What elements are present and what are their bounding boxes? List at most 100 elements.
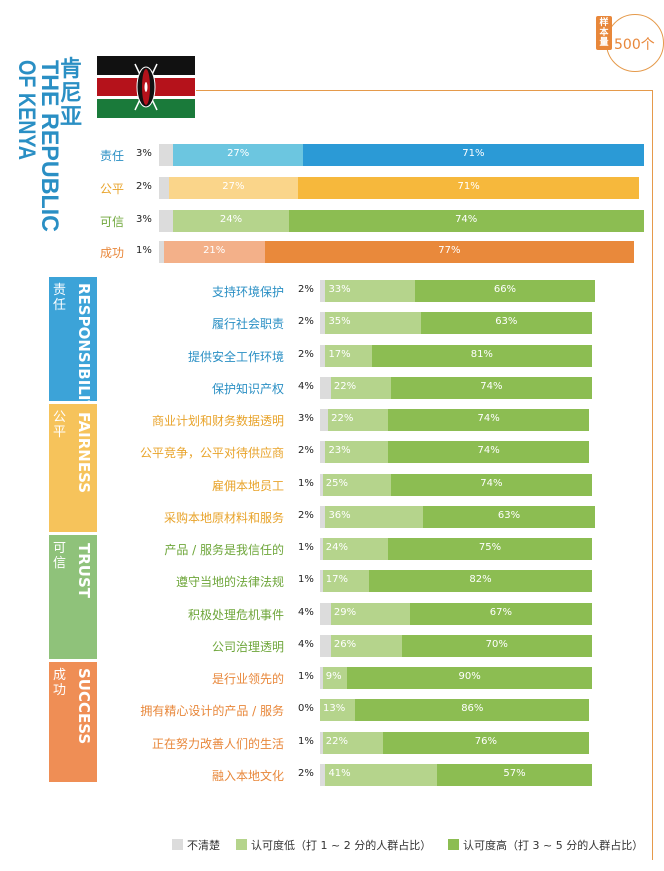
summary-bar-high-0 (303, 144, 644, 166)
detail-bar-unclear-0 (320, 280, 326, 302)
detail-bar-unclear-5 (320, 441, 326, 463)
legend-low: 认可度低（打 1 ~ 2 分的人群占比） (236, 837, 431, 853)
detail-bar-low-10 (330, 603, 410, 625)
country-title-en-line1: THE REPUBLIC (36, 60, 62, 232)
category-en-fairness: FAIRNESS (75, 412, 93, 493)
detail-pct-high-5: 74% (477, 445, 500, 456)
detail-pct-low-10: 29% (333, 607, 357, 618)
detail-label-5: 公平竞争，公平对待供应商 (139, 446, 284, 460)
summary-unclear-pct-1: 2% (136, 181, 152, 192)
detail-pct-high-4: 74% (477, 413, 500, 424)
detail-unclear-pct-3: 4% (298, 381, 314, 392)
detail-bar-low-7 (325, 506, 424, 528)
summary-pct-low-3: 21% (203, 245, 226, 256)
detail-label-13: 拥有精心设计的产品 / 服务 (140, 704, 284, 718)
legend-swatch-high (448, 839, 459, 850)
detail-bar-high-6 (390, 474, 592, 496)
detail-bar-low-9 (322, 570, 369, 592)
detail-bar-unclear-1 (320, 312, 326, 334)
detail-pct-high-14: 76% (474, 736, 498, 747)
detail-bar-high-14 (382, 732, 590, 754)
detail-label-2: 提供安全工作环境 (187, 350, 284, 364)
detail-pct-high-2: 81% (470, 349, 493, 360)
detail-bar-unclear-6 (320, 474, 323, 496)
summary-bar-high-3 (264, 241, 635, 263)
detail-unclear-pct-15: 2% (298, 768, 314, 779)
detail-pct-high-10: 67% (489, 607, 512, 618)
detail-bar-high-2 (371, 345, 592, 367)
detail-unclear-pct-13: 0% (298, 703, 314, 714)
summary-pct-low-2: 24% (219, 214, 243, 225)
detail-bar-low-6 (322, 474, 391, 496)
detail-pct-low-6: 25% (325, 478, 348, 489)
category-cn-trust: 可信 (53, 541, 67, 571)
detail-pct-low-11: 26% (333, 639, 357, 650)
frame-top-line (196, 90, 653, 91)
detail-unclear-pct-4: 3% (298, 413, 314, 424)
detail-unclear-pct-6: 1% (298, 478, 314, 489)
detail-label-1: 履行社会职责 (211, 317, 284, 331)
detail-bar-low-15 (325, 764, 437, 786)
detail-bar-high-10 (409, 603, 592, 625)
legend-label-low: 认可度低（打 1 ~ 2 分的人群占比） (251, 839, 432, 852)
summary-bar-low-1 (168, 177, 299, 199)
detail-unclear-pct-1: 2% (298, 316, 314, 327)
summary-label-0: 责任 (100, 149, 125, 163)
detail-label-15: 融入本地文化 (211, 769, 284, 783)
detail-label-0: 支持环境保护 (211, 285, 284, 299)
detail-bar-low-14 (322, 732, 383, 754)
detail-pct-high-8: 75% (478, 542, 502, 553)
summary-bar-unclear-2 (159, 210, 174, 232)
detail-label-14: 正在努力改善人们的生活 (151, 737, 284, 751)
detail-pct-low-15: 41% (328, 768, 351, 779)
detail-pct-low-9: 17% (325, 574, 348, 585)
detail-pct-low-12: 9% (325, 671, 342, 682)
detail-pct-high-13: 86% (461, 703, 484, 714)
detail-unclear-pct-7: 2% (298, 510, 314, 521)
detail-bar-unclear-4 (320, 409, 329, 431)
detail-bar-unclear-8 (320, 538, 323, 560)
category-cn-fairness: 公平 (53, 410, 67, 440)
detail-bar-high-5 (388, 441, 590, 463)
country-title-cn: 肯尼亚 (60, 57, 83, 130)
category-en-success: SUCCESS (75, 668, 93, 745)
detail-bar-unclear-7 (320, 506, 326, 528)
detail-label-10: 积极处理危机事件 (187, 608, 284, 622)
detail-label-3: 保护知识产权 (211, 382, 284, 396)
detail-unclear-pct-11: 4% (298, 639, 314, 650)
detail-label-7: 采购本地原材料和服务 (163, 511, 284, 525)
summary-label-3: 成功 (100, 246, 125, 260)
detail-pct-low-1: 35% (328, 316, 351, 327)
legend-label-high: 认可度高（打 3 ~ 5 分的人群占比） (463, 839, 644, 852)
detail-unclear-pct-12: 1% (298, 671, 314, 682)
summary-bar-unclear-1 (159, 177, 169, 199)
detail-bar-unclear-14 (320, 732, 323, 754)
detail-bar-unclear-2 (320, 345, 326, 367)
summary-bar-unclear-0 (159, 144, 174, 166)
category-en-responsibility: RESPONSIBILITY (75, 283, 93, 422)
summary-unclear-pct-3: 1% (136, 245, 152, 256)
summary-pct-low-1: 27% (222, 181, 245, 192)
detail-bar-low-5 (325, 441, 388, 463)
summary-unclear-pct-2: 3% (136, 214, 152, 225)
summary-unclear-pct-0: 3% (136, 148, 152, 159)
detail-pct-low-4: 22% (331, 413, 354, 424)
summary-pct-high-0: 71% (462, 148, 485, 159)
detail-bar-unclear-10 (320, 603, 331, 625)
detail-label-9: 遵守当地的法律法规 (175, 575, 284, 589)
summary-bar-low-2 (173, 210, 289, 232)
summary-pct-low-0: 27% (227, 148, 250, 159)
detail-pct-low-13: 13% (323, 703, 346, 714)
category-block-responsibility: 责任 RESPONSIBILITY (49, 277, 97, 422)
detail-bar-high-4 (388, 409, 590, 431)
detail-unclear-pct-14: 1% (298, 736, 314, 747)
detail-bar-low-11 (330, 635, 402, 657)
detail-bar-high-15 (436, 764, 592, 786)
detail-pct-low-2: 17% (328, 349, 351, 360)
category-block-fairness: 公平 FAIRNESS (49, 404, 97, 532)
country-title-en: THE REPUBLIC OF KENYA (13, 60, 62, 232)
detail-pct-high-15: 57% (503, 768, 526, 779)
detail-bar-high-7 (423, 506, 595, 528)
category-en-trust: TRUST (75, 543, 93, 598)
summary-pct-high-2: 74% (455, 214, 478, 225)
